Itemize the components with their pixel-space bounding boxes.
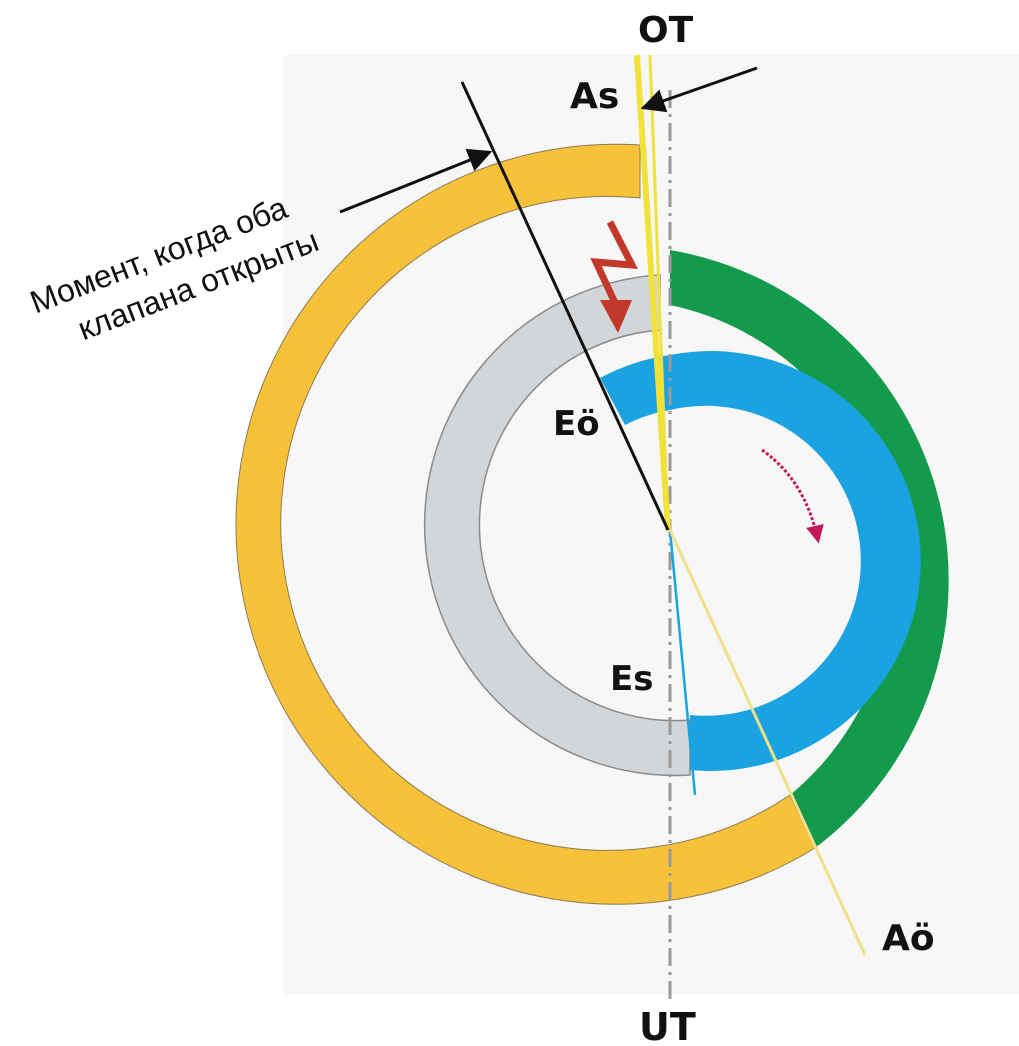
as-arrow [640, 66, 758, 113]
label-es: Es [610, 659, 653, 699]
label-ut: UT [639, 1005, 696, 1046]
intake-open-line-2 [648, 54, 670, 531]
label-eo: Eö [553, 404, 600, 444]
intake-ring [235, 143, 816, 905]
compression-ring [670, 250, 949, 848]
power-ring [670, 351, 921, 772]
intake-open-line [634, 54, 671, 531]
flow-arrow-icon [590, 220, 638, 307]
label-ot: OT [638, 10, 694, 51]
overlap-moment-line [460, 81, 670, 531]
intake-close-line [668, 529, 867, 956]
power-ring-left-cap [600, 355, 670, 425]
label-ao: Aö [882, 918, 935, 959]
exhaust-open-line [668, 529, 697, 796]
flow-arrow-head [600, 300, 632, 333]
rotation-arrow-icon [761, 448, 824, 544]
annotation-arrow [339, 148, 493, 214]
label-as: As [570, 76, 619, 117]
